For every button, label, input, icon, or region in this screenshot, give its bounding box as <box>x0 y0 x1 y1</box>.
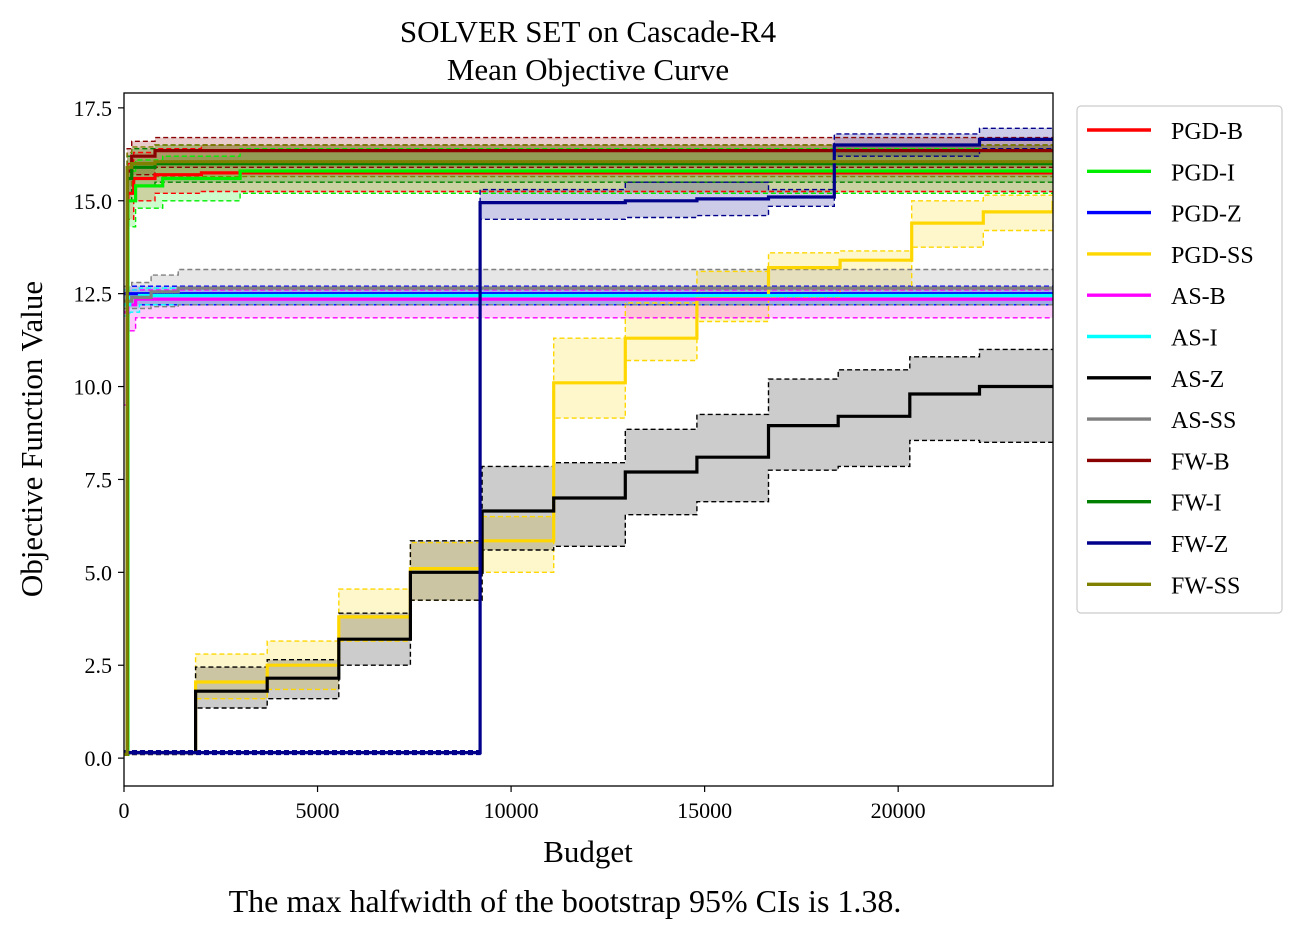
legend-label-as-ss: AS-SS <box>1171 408 1236 434</box>
x-tick-label: 5000 <box>296 798 340 823</box>
x-axis-label: Budget <box>543 834 633 869</box>
x-tick-label: 0 <box>119 798 130 823</box>
ci-lower-as-z <box>124 439 1053 756</box>
ci-lower-fw-z <box>124 148 1053 756</box>
y-tick-label: 12.5 <box>74 282 113 307</box>
ci-band-as-z <box>124 349 1053 755</box>
ci-upper-as-ss <box>124 268 1053 287</box>
x-tick-label: 20000 <box>871 798 926 823</box>
legend-label-fw-b: FW-B <box>1171 449 1230 475</box>
ci-band-as-b <box>124 289 1053 406</box>
x-axis: 0 5000 10000 15000 20000 <box>119 786 926 823</box>
legend-label-fw-i: FW-I <box>1171 491 1222 517</box>
ci-lower-as-ss <box>124 304 1053 310</box>
ci-upper-pgd-i <box>124 148 1053 756</box>
y-tick-label: 0.0 <box>85 746 113 771</box>
y-tick-label: 5.0 <box>85 560 113 585</box>
x-tick-label: 15000 <box>677 798 732 823</box>
series-line-as-ss <box>124 286 1053 303</box>
ci-upper-fw-z <box>124 127 1053 752</box>
series-line-fw-z <box>124 137 1053 755</box>
y-tick-label: 7.5 <box>85 467 113 492</box>
y-axis: 0.0 2.5 5.0 7.5 10.0 12.5 15.0 17.5 <box>74 96 124 771</box>
x-tick-label: 10000 <box>484 798 539 823</box>
legend-label-as-b: AS-B <box>1171 284 1226 310</box>
series-lines <box>124 137 1053 756</box>
ci-footnote: The max halfwidth of the bootstrap 95% C… <box>229 883 902 919</box>
legend: PGD-B PGD-I PGD-Z PGD-SS AS-B AS-I AS-Z AS-SS FW… <box>1076 105 1283 614</box>
legend-label-pgd-i: PGD-I <box>1171 160 1235 186</box>
y-axis-label: Objective Function Value <box>14 281 49 597</box>
legend-frame <box>1076 105 1283 614</box>
chart-subtitle: Mean Objective Curve <box>447 52 729 87</box>
legend-label-pgd-b: PGD-B <box>1171 119 1243 145</box>
plot-area <box>124 127 1053 756</box>
series-line-pgd-ss <box>124 200 1053 755</box>
legend-label-pgd-z: PGD-Z <box>1171 202 1242 228</box>
ci-upper-as-z <box>124 348 1053 752</box>
series-line-as-z <box>124 384 1053 755</box>
series-line-fw-ss <box>124 160 1053 756</box>
plot-frame <box>123 92 1054 787</box>
legend-label-fw-z: FW-Z <box>1171 532 1228 558</box>
legend-label-as-z: AS-Z <box>1171 367 1224 393</box>
legend-label-as-i: AS-I <box>1171 326 1218 352</box>
ci-upper-fw-ss <box>124 144 1053 756</box>
legend-label-fw-ss: FW-SS <box>1171 573 1240 599</box>
chart-title: SOLVER SET on Cascade-R4 <box>400 14 777 49</box>
y-tick-label: 2.5 <box>85 653 113 678</box>
y-tick-label: 10.0 <box>74 375 113 400</box>
y-tick-label: 17.5 <box>74 96 113 121</box>
legend-label-pgd-ss: PGD-SS <box>1171 243 1254 269</box>
y-tick-label: 15.0 <box>74 189 113 214</box>
